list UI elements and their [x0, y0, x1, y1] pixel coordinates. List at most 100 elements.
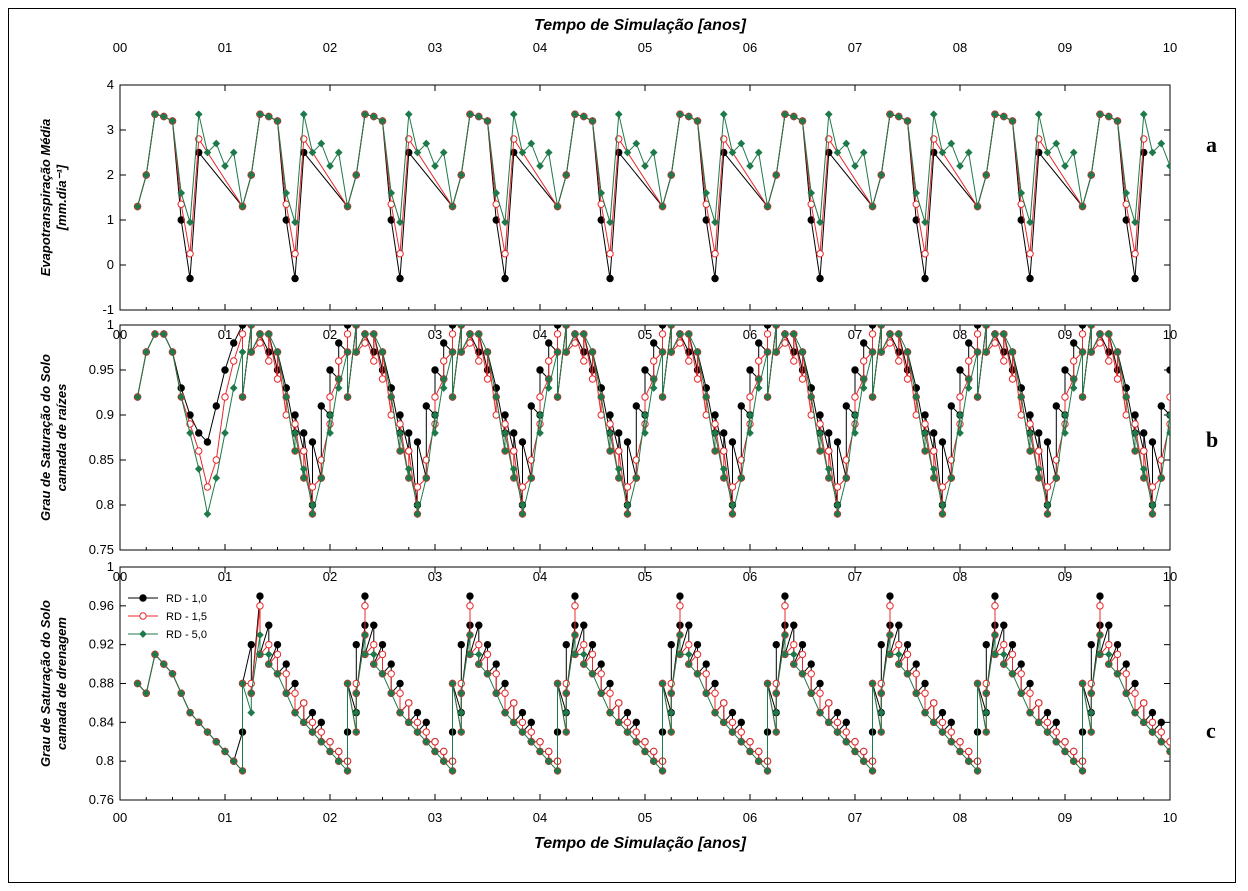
data-point-rd_1_5 [308, 718, 317, 727]
data-point-rd_1_0 [938, 708, 947, 717]
data-point-rd_5_0 [159, 660, 168, 668]
data-point-rd_1_5 [1096, 339, 1104, 347]
data-point-rd_5_0 [746, 162, 754, 170]
data-point-rd_1_5 [527, 456, 535, 464]
data-point-rd_1_0 [912, 660, 920, 668]
data-point-rd_1_5 [1000, 357, 1008, 365]
data-point-rd_5_0 [501, 447, 509, 455]
data-point-rd_5_0 [553, 679, 562, 688]
data-point-rd_1_0 [833, 708, 842, 717]
data-point-rd_1_0 [422, 718, 430, 727]
data-point-rd_5_0 [1017, 689, 1026, 698]
y-axis-label-line2: camada de raízes [54, 384, 69, 492]
data-point-rd_1_5 [422, 456, 430, 464]
data-point-rd_5_0 [1078, 348, 1087, 356]
data-point-rd_1_0 [518, 708, 527, 717]
data-point-rd_5_0 [833, 501, 842, 509]
data-point-rd_5_0 [326, 429, 334, 437]
data-point-rd_1_0 [518, 438, 527, 446]
data-point-rd_5_0 [623, 148, 632, 157]
data-point-rd_1_0 [483, 640, 492, 649]
data-point-rd_5_0 [746, 429, 754, 437]
data-point-rd_5_0 [1052, 474, 1061, 482]
data-point-rd_1_5 [370, 357, 378, 365]
data-point-rd_5_0 [142, 171, 151, 179]
data-point-rd_1_0 [510, 148, 518, 157]
data-point-rd_5_0 [1096, 330, 1104, 338]
data-point-rd_5_0 [431, 411, 439, 419]
data-point-rd_5_0 [1104, 112, 1113, 121]
x-tick-label: 00 [113, 569, 127, 584]
data-point-rd_1_0 [1148, 438, 1157, 446]
data-point-rd_1_5 [650, 357, 658, 365]
data-point-rd_1_0 [256, 592, 264, 600]
data-point-rd_5_0 [247, 689, 256, 698]
data-point-rd_1_5 [265, 640, 273, 649]
data-point-rd_5_0 [186, 708, 194, 717]
data-point-rd_1_5 [676, 339, 684, 347]
data-point-rd_5_0 [1061, 411, 1069, 419]
y-tick-label: 0.75 [89, 542, 114, 557]
data-point-rd_5_0 [1157, 474, 1166, 482]
data-point-rd_1_0 [667, 640, 675, 649]
data-point-rd_5_0 [956, 162, 964, 170]
data-point-rd_1_0 [1026, 679, 1034, 688]
data-point-rd_1_0 [623, 438, 632, 446]
data-point-rd_1_0 [326, 366, 334, 374]
data-point-rd_5_0 [763, 393, 772, 401]
y-axis-label-line1: Grau de Saturação do Solo [38, 354, 53, 521]
data-point-rd_1_5 [1157, 456, 1165, 464]
data-point-rd_1_0 [1017, 660, 1025, 668]
data-point-rd_5_0 [877, 689, 886, 698]
data-point-rd_1_5 [308, 483, 317, 491]
data-point-rd_1_0 [396, 679, 404, 688]
x-tick-label: 05 [638, 327, 652, 342]
data-point-rd_5_0 [781, 650, 789, 659]
data-point-rd_5_0 [789, 330, 798, 338]
data-point-rd_1_0 [440, 339, 448, 347]
data-point-rd_5_0 [1131, 447, 1139, 455]
data-point-rd_1_5 [545, 357, 553, 365]
x-tick-label-top: 00 [113, 40, 127, 55]
series-rd_1_0 [133, 325, 1170, 509]
data-point-rd_5_0 [641, 747, 649, 756]
panel-a-letter: a [1206, 132, 1217, 157]
data-point-rd_1_5 [553, 330, 562, 338]
data-point-rd_1_0 [632, 402, 640, 410]
data-point-rd_5_0 [868, 348, 877, 356]
data-point-rd_1_0 [772, 640, 780, 649]
x-tick-label-top: 08 [953, 40, 967, 55]
data-point-rd_1_0 [755, 339, 763, 347]
data-point-rd_1_0 [396, 274, 404, 283]
data-point-rd_1_0 [921, 274, 929, 283]
x-tick-label-top: 07 [848, 40, 862, 55]
data-point-rd_1_0 [720, 148, 728, 157]
data-point-rd_5_0 [606, 708, 614, 717]
data-point-rd_5_0 [352, 708, 361, 717]
data-point-rd_5_0 [798, 669, 807, 678]
y-tick-label: 0.8 [96, 753, 114, 768]
data-point-rd_1_5 [1043, 718, 1052, 727]
y-axis-label-line1: Evapotranspiração Média [38, 119, 53, 277]
data-point-rd_5_0 [693, 348, 702, 356]
x-tick-label-bottom: 04 [533, 810, 547, 825]
data-point-rd_1_0 [606, 274, 614, 283]
data-point-rd_1_0 [212, 402, 220, 410]
y-tick-label: 0 [107, 257, 114, 272]
data-point-rd_5_0 [256, 110, 264, 119]
data-point-rd_1_0 [1157, 718, 1165, 727]
data-point-rd_5_0 [256, 631, 264, 639]
data-point-rd_5_0 [982, 728, 991, 736]
data-point-rd_5_0 [1078, 202, 1087, 211]
legend-marker-rd_5_0 [139, 630, 147, 638]
data-point-rd_5_0 [1087, 325, 1096, 329]
series-rd_1_5 [133, 110, 1148, 258]
data-point-rd_1_0 [851, 366, 859, 374]
data-point-rd_5_0 [562, 708, 571, 717]
data-point-rd_5_0 [894, 330, 903, 338]
data-point-rd_1_0 [221, 366, 229, 374]
data-point-rd_1_5 [265, 357, 273, 365]
data-point-rd_1_0 [1148, 708, 1157, 717]
data-point-rd_1_5 [623, 718, 632, 727]
